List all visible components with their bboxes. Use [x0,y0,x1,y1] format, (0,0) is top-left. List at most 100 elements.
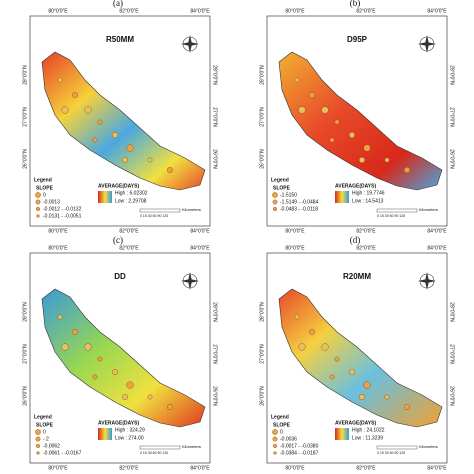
station [57,314,63,320]
compass-star [181,35,199,53]
station [92,137,98,143]
average-high: High : 324.29 [115,427,145,433]
station [334,356,340,362]
station [166,166,173,173]
slope-item: 0 [43,192,46,198]
station [348,131,355,138]
slope-title: SLOPE [273,185,291,191]
station [298,343,306,351]
station [308,91,315,98]
station [384,394,390,400]
slope-symbol [272,192,278,198]
scale-ticks: 0 15 30 60 90 120 [140,451,168,455]
slope-title: SLOPE [273,422,291,428]
lon-label-top: 82°0'0"E [119,8,139,14]
scale-bar [376,445,418,450]
lon-label-bottom: 84°0'0"E [427,228,447,234]
lon-label-bottom: 84°0'0"E [427,465,447,471]
lat-label-right: 26°0'0"N [449,386,455,406]
station [121,393,128,400]
map-panel: (c) DD 80°0'0"E 80°0'0"E 82°0'0"E 82°0'0"E 84°… [22,235,217,471]
map-panel: (a) R50MM 80°0'0"E 80°0'0"E 82°0'0"E 82°0'0"E… [22,0,217,234]
station [363,144,371,152]
panel-label: (a) [113,0,123,8]
average-low: Low : 2.29708 [115,198,147,204]
lon-label-top: 84°0'0"E [427,245,447,251]
slope-symbol [273,206,278,211]
average-title: AVERAGE(DAYS) [98,183,139,189]
average-low: Low : 11.3239 [352,435,383,441]
panel-label: (d) [350,235,361,245]
average-ramp [98,191,112,203]
station [147,394,153,400]
lon-label-top: 84°0'0"E [427,8,447,14]
legend-title: Legend [34,414,52,420]
lat-label-right: 27°0'0"N [449,344,455,364]
slope-item: -1.5150 [280,192,297,198]
lat-label-left: 26°0'0"N [259,386,265,406]
station [334,119,340,125]
average-ramp [335,428,349,440]
map-title: DD [114,272,126,281]
station [97,119,103,125]
station [348,368,355,375]
slope-symbol [35,199,41,205]
station [403,403,410,410]
slope-symbol [35,192,41,198]
slope-item: 0 [280,429,283,435]
station [84,343,92,351]
slope-item: -0.0384 - -0.0187 [280,450,319,456]
slope-item: -0.0061 - -0.0167 [43,450,82,456]
lat-label-right: 28°0'0"N [212,302,218,322]
station [61,106,69,114]
average-high: High : 6.02302 [115,190,148,196]
lat-label-right: 27°0'0"N [449,107,455,127]
average-high: High : 19.7746 [352,190,385,196]
lat-label-left: 26°0'0"N [259,149,265,169]
slope-item: -0.0131 - -0.0051 [43,213,82,219]
lon-label-bottom: 82°0'0"E [356,465,376,471]
station [126,144,134,152]
slope-title: SLOPE [36,422,54,428]
scale-ticks: 0 15 30 60 90 120 [377,451,405,455]
station [321,343,329,351]
lat-label-left: 27°0'0"N [259,344,265,364]
station [71,328,78,335]
legend-title: Legend [271,177,289,183]
station [384,157,390,163]
map-panel: (b) D95P 80°0'0"E 80°0'0"E 82°0'0"E 82°0'0"E 8… [259,0,454,234]
lon-label-bottom: 82°0'0"E [356,228,376,234]
station [147,157,153,163]
scale-bar [139,445,181,450]
station [111,131,118,138]
basin [41,288,206,428]
station [71,91,78,98]
compass-star [181,272,199,290]
station [298,106,306,114]
station [329,374,335,380]
station [61,343,69,351]
station [358,156,365,163]
scale-ticks: 0 15 30 60 90 120 [377,214,405,218]
station [321,106,329,114]
station [308,328,315,335]
lon-label-bottom: 82°0'0"E [119,228,139,234]
panel-label: (b) [350,0,361,8]
station [294,314,300,320]
legend-title: Legend [271,414,289,420]
slope-item: -0.0017 - -0.0380 [280,443,319,449]
compass-star [418,35,436,53]
basin [278,288,443,428]
lat-label-left: 28°0'0"N [259,65,265,85]
lon-label-top: 82°0'0"E [119,245,139,251]
scale-bar [139,208,181,213]
slope-symbol [272,199,278,205]
basin [41,51,206,191]
slope-symbol [36,214,40,218]
scale-units: Kilometers [182,444,201,449]
slope-item: -1.5149 - -0.0484 [280,199,319,205]
lat-label-left: 26°0'0"N [22,386,28,406]
station [97,356,103,362]
scale-units: Kilometers [419,207,438,212]
